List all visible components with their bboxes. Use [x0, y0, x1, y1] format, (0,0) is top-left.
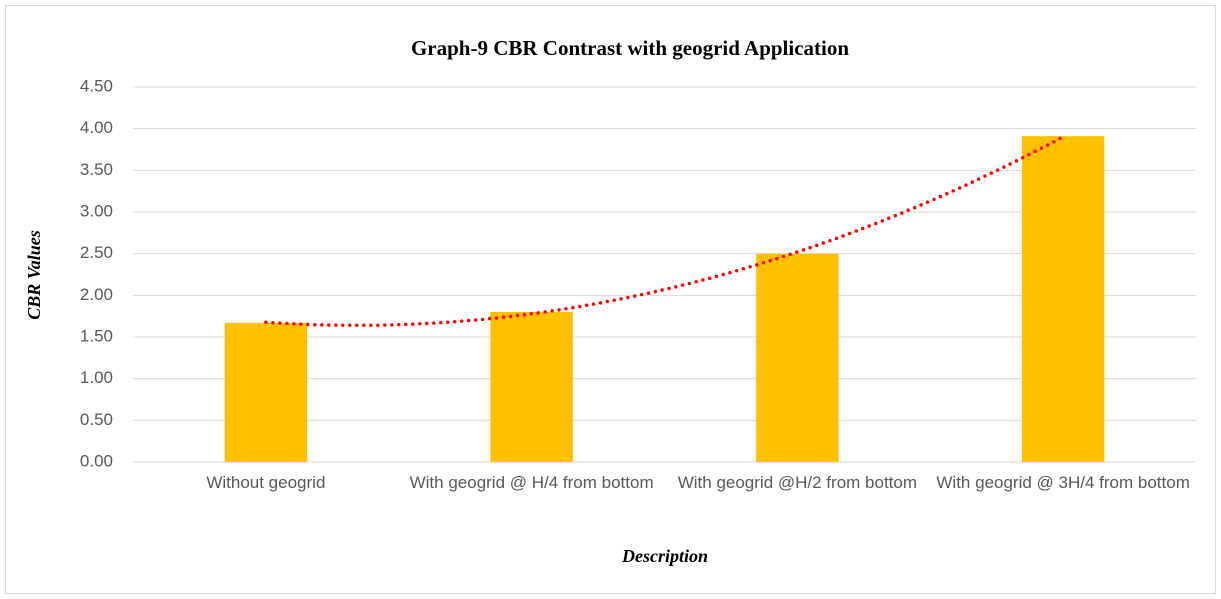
- y-tick-label: 2.00: [80, 285, 113, 304]
- y-tick-label: 3.00: [80, 201, 113, 220]
- bar: [1021, 136, 1105, 462]
- y-axis-label: CBR Values: [24, 230, 44, 320]
- chart-title: Graph-9 CBR Contrast with geogrid Applic…: [411, 36, 849, 60]
- x-tick-label: Without geogrid: [206, 473, 325, 492]
- chart-border: [5, 5, 1216, 594]
- x-axis-label: Description: [621, 546, 708, 566]
- x-tick-label: With geogrid @ 3H/4 from bottom: [936, 473, 1189, 492]
- x-tick-label: With geogrid @H/2 from bottom: [678, 473, 917, 492]
- bar: [224, 322, 308, 462]
- bar: [490, 312, 573, 462]
- trendline: [264, 135, 1065, 328]
- y-tick-label: 0.00: [80, 451, 113, 470]
- y-tick-label: 2.50: [80, 243, 113, 262]
- y-tick-label: 4.50: [80, 76, 113, 95]
- y-tick-label: 1.00: [80, 368, 113, 387]
- y-tick-label: 1.50: [80, 326, 113, 345]
- bar: [756, 253, 839, 462]
- y-tick-label: 4.00: [80, 118, 113, 137]
- y-tick-label: 3.50: [80, 160, 113, 179]
- y-tick-label: 0.50: [80, 410, 113, 429]
- x-tick-label: With geogrid @ H/4 from bottom: [410, 473, 654, 492]
